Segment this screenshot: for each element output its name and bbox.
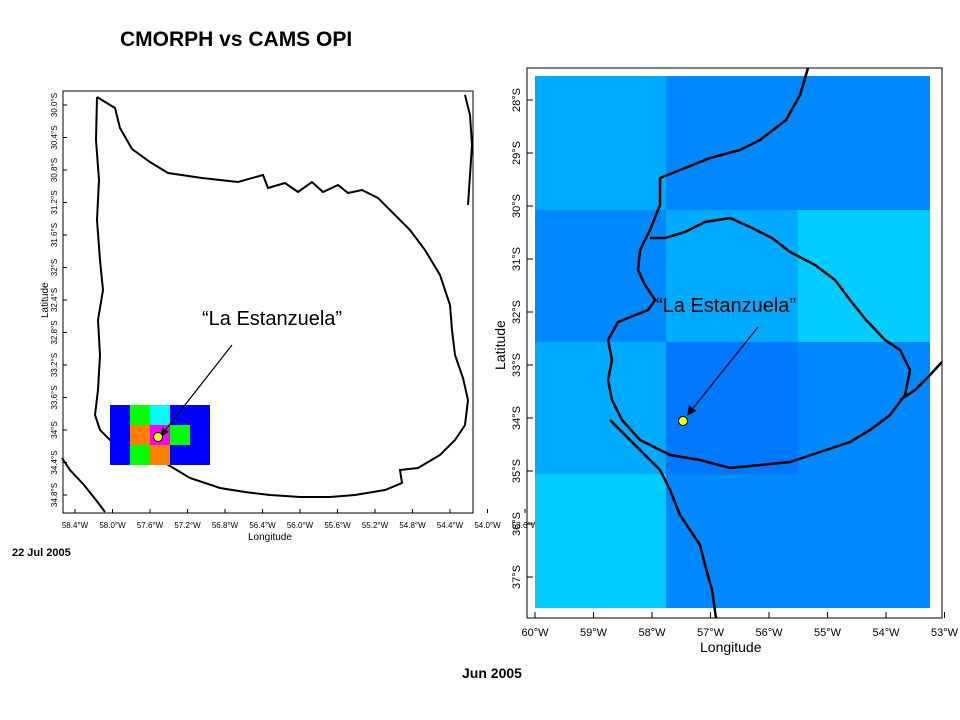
left-grid-cell bbox=[130, 405, 150, 425]
right-arrow-head bbox=[687, 405, 696, 416]
right-y-tick: 28°S bbox=[511, 88, 523, 112]
left-grid-cell bbox=[130, 425, 150, 445]
left-station-marker bbox=[153, 432, 163, 442]
right-y-tick: 31°S bbox=[511, 247, 523, 271]
right-grid-cell bbox=[798, 474, 930, 608]
left-x-tick: 55.2°W bbox=[362, 521, 389, 530]
right-y-tick-labels: 28°S 29°S 30°S 31°S 32°S 33°S 34°S 35°S 36°S 37°S bbox=[511, 88, 533, 589]
left-date-label: 22 Jul 2005 bbox=[12, 547, 71, 559]
right-y-tick: 35°S bbox=[511, 459, 523, 483]
left-coastline bbox=[93, 96, 470, 498]
right-x-tick: 54°W bbox=[872, 627, 900, 639]
right-station-marker bbox=[678, 416, 688, 426]
left-y-tick: 30.0°S bbox=[50, 93, 59, 117]
left-y-tick: 32°S bbox=[50, 259, 59, 276]
right-coastline bbox=[606, 67, 912, 470]
left-map-frame bbox=[62, 90, 474, 514]
left-x-tick: 54.8°W bbox=[399, 521, 426, 530]
right-grid-cell bbox=[798, 342, 930, 474]
left-x-tick: 58.0°W bbox=[99, 521, 126, 530]
left-y-tick: 31.6°S bbox=[50, 223, 59, 247]
right-date-label: Jun 2005 bbox=[462, 665, 522, 681]
left-grid-cell bbox=[110, 425, 130, 445]
right-annotation-arrow bbox=[689, 326, 759, 413]
left-grid-cell bbox=[170, 405, 190, 425]
right-x-tick: 58°W bbox=[638, 627, 666, 639]
right-y-tick: 37°S bbox=[511, 565, 523, 589]
right-x-tick: 56°W bbox=[755, 627, 783, 639]
left-x-tick: 56.0°W bbox=[287, 521, 314, 530]
left-grid-cell bbox=[150, 445, 170, 465]
right-grid-cell bbox=[798, 210, 930, 342]
left-y-tick: 32.8°S bbox=[50, 320, 59, 344]
chart-title: CMORPH vs CAMS OPI bbox=[120, 28, 353, 51]
left-annotation-label: “La Estanzuela” bbox=[202, 308, 343, 330]
left-grid-cell bbox=[110, 405, 130, 425]
left-grid-cell bbox=[190, 425, 210, 445]
right-y-tick: 36°S bbox=[511, 512, 523, 536]
left-x-tick: 54.4°W bbox=[437, 521, 464, 530]
right-x-tick-labels: 60°W 59°W 58°W 57°W 56°W 55°W 54°W 53°W bbox=[521, 612, 959, 639]
right-grid-cell bbox=[666, 474, 798, 608]
right-grid-cell bbox=[666, 210, 798, 342]
left-grid-cell bbox=[170, 425, 190, 445]
left-y-tick: 34.4°S bbox=[50, 450, 59, 474]
right-grid-cell bbox=[535, 474, 666, 608]
left-x-tick: 56.4°W bbox=[249, 521, 276, 530]
left-y-axis-label: Latitude bbox=[40, 282, 51, 318]
left-grid-cell bbox=[190, 405, 210, 425]
left-x-tick-labels: 58.4°W 58.0°W 57.6°W 57.2°W 56.8°W 56.4°W 56.0… bbox=[62, 509, 539, 530]
left-y-tick: 30.8°S bbox=[50, 158, 59, 182]
left-grid-cell bbox=[150, 405, 170, 425]
left-x-tick: 57.2°W bbox=[174, 521, 201, 530]
right-y-axis-label: Latitude bbox=[492, 320, 508, 370]
right-precip-grid bbox=[535, 76, 930, 608]
left-x-tick: 54.0°W bbox=[474, 521, 501, 530]
right-annotation-label: “La Estanzuela” bbox=[656, 295, 797, 317]
left-grid-cell bbox=[130, 445, 150, 465]
left-x-tick: 58.4°W bbox=[62, 521, 89, 530]
left-y-tick: 32.4°S bbox=[50, 288, 59, 312]
left-grid-cell bbox=[190, 445, 210, 465]
left-y-tick-labels: 30.0°S 30.4°S 30.8°S 31.2°S 31.6°S 32°S 32.4°S… bbox=[50, 93, 67, 507]
right-x-tick: 59°W bbox=[580, 627, 608, 639]
left-y-tick: 33.6°S bbox=[50, 385, 59, 409]
right-x-axis-label: Longitude bbox=[700, 639, 762, 655]
right-y-tick: 34°S bbox=[511, 406, 523, 430]
right-grid-cell bbox=[535, 342, 666, 474]
right-y-tick: 32°S bbox=[511, 300, 523, 324]
left-x-tick: 56.8°W bbox=[212, 521, 239, 530]
right-y-tick: 30°S bbox=[511, 194, 523, 218]
right-x-tick: 60°W bbox=[521, 627, 549, 639]
left-x-tick: 55.6°W bbox=[324, 521, 351, 530]
left-grid-cell bbox=[110, 445, 130, 465]
right-map-frame bbox=[526, 67, 943, 619]
right-grid-cell bbox=[666, 342, 798, 474]
left-y-tick: 33.2°S bbox=[50, 353, 59, 377]
left-coastline-outer bbox=[61, 94, 474, 513]
left-y-tick: 31.2°S bbox=[50, 190, 59, 214]
left-x-tick: 57.6°W bbox=[137, 521, 164, 530]
left-grid-cell bbox=[170, 445, 190, 465]
left-y-tick: 30.4°S bbox=[50, 125, 59, 149]
right-grid-cell bbox=[535, 210, 666, 342]
right-grid-cell bbox=[666, 76, 798, 210]
right-y-tick: 33°S bbox=[511, 353, 523, 377]
right-x-tick: 53°W bbox=[931, 627, 959, 639]
right-x-tick: 57°W bbox=[697, 627, 725, 639]
left-annotation-arrow bbox=[162, 344, 233, 434]
right-x-tick: 55°W bbox=[814, 627, 842, 639]
right-coastline-south bbox=[609, 361, 943, 619]
right-grid-cell bbox=[535, 76, 666, 210]
left-x-axis-label: Longitude bbox=[248, 532, 292, 543]
left-y-tick: 34°S bbox=[50, 421, 59, 438]
left-precip-grid bbox=[110, 405, 210, 465]
right-grid-cell bbox=[798, 76, 930, 210]
right-y-tick: 29°S bbox=[511, 141, 523, 165]
left-y-tick: 34.8°S bbox=[50, 483, 59, 507]
left-x-tick: 53.6°W bbox=[512, 521, 539, 530]
